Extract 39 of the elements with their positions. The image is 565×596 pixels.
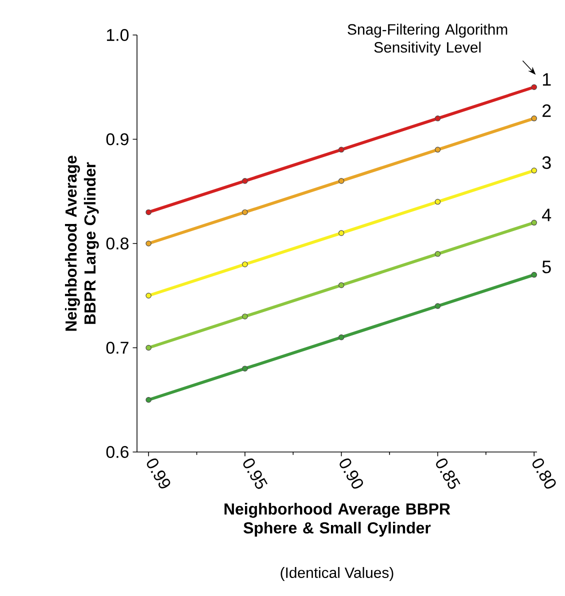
y-tick-label: 0.7 — [106, 342, 128, 354]
point — [146, 344, 152, 351]
series-label: 5 — [542, 260, 551, 274]
point — [338, 282, 344, 288]
y-tick-label: 0.6 — [106, 446, 128, 458]
point — [434, 198, 441, 205]
point — [434, 251, 441, 257]
point — [146, 240, 152, 246]
series-label: 2 — [542, 104, 551, 117]
point — [242, 366, 248, 372]
point — [531, 116, 537, 122]
point — [242, 314, 248, 320]
series-label: 3 — [542, 156, 551, 169]
point — [531, 84, 537, 90]
series-label: 1 — [542, 73, 551, 86]
point — [531, 168, 537, 174]
y-axis-title: Neighborhood Average BBPR Large Cylinder — [64, 156, 99, 331]
point — [338, 230, 344, 236]
point — [434, 116, 441, 122]
text: (Identical Values) — [280, 567, 394, 581]
point — [531, 272, 537, 278]
point — [146, 292, 152, 299]
point — [242, 209, 248, 216]
point — [434, 303, 441, 309]
y-tick-label: 1.0 — [106, 29, 129, 41]
point — [242, 178, 248, 184]
point — [531, 220, 537, 226]
x-axis-title: Neighborhood Average BBPR Sphere & Small Cylinder — [224, 502, 450, 537]
point — [242, 261, 248, 268]
point — [434, 146, 441, 153]
legend-title: Snag-Filtering Algorithm Sensitivity Level — [348, 24, 508, 56]
y-tick-label: 0.9 — [106, 133, 128, 146]
y-tick-label: 0.8 — [106, 237, 128, 250]
point — [338, 146, 344, 153]
point — [146, 209, 152, 216]
point — [338, 178, 344, 184]
point — [146, 396, 152, 403]
series-label: 4 — [542, 208, 552, 222]
point — [338, 334, 344, 340]
